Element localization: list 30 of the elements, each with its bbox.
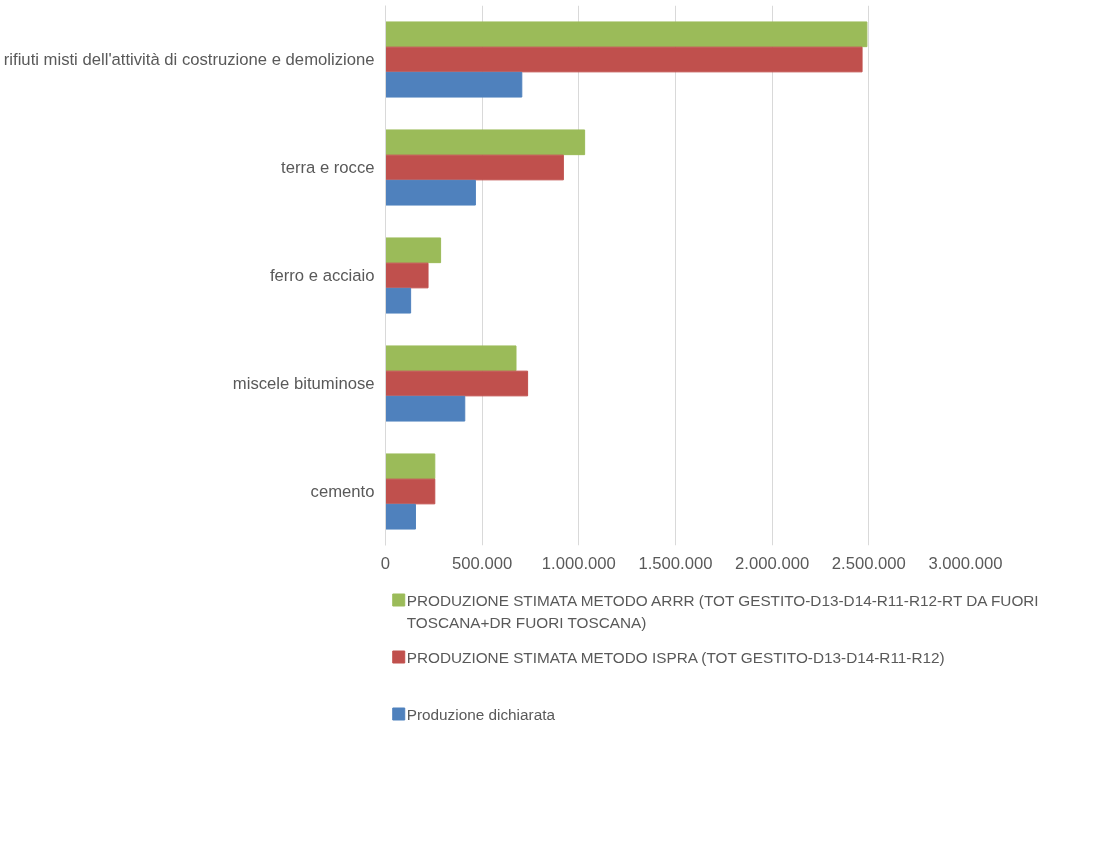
legend-label: Produzione dichiarata <box>406 706 556 724</box>
y-tick-label: miscele bituminose <box>232 374 375 393</box>
bar <box>385 287 412 314</box>
legend-label: PRODUZIONE STIMATA METODO ARRR (TOT GESTITO-D13-D14-R11-R12-RT DA FUORI TOSCANA+DR FUORI TOSCANA) <box>406 592 1039 632</box>
bar <box>385 262 429 289</box>
x-tick-label: 2.500.000 <box>831 553 906 573</box>
bar <box>385 370 529 397</box>
legend-label: PRODUZIONE STIMATA METODO ISPRA (TOT GESTITO-D13-D14-R11-R12) <box>406 649 945 667</box>
bar <box>385 478 436 505</box>
bar <box>385 503 416 530</box>
y-tick-label: rifiuti misti dell'attività di costruzione e demolizione <box>3 50 375 69</box>
x-tick-label: 1.000.000 <box>541 553 616 573</box>
y-tick-label: ferro e acciaio <box>269 266 375 285</box>
bar <box>385 129 586 156</box>
bar <box>385 179 476 206</box>
bar <box>385 345 517 372</box>
x-tick-label: 0 <box>380 553 391 573</box>
x-tick-label: 2.000.000 <box>735 553 810 573</box>
y-tick-label: terra e rocce <box>281 158 375 177</box>
bar <box>385 395 466 422</box>
bar <box>385 46 863 73</box>
x-tick-label: 1.500.000 <box>638 553 713 573</box>
bar <box>385 237 442 264</box>
bar <box>385 21 868 48</box>
x-tick-label: 500.000 <box>452 553 513 573</box>
bar <box>385 71 523 98</box>
bar <box>385 453 436 480</box>
x-tick-label: 3.000.000 <box>928 553 1003 573</box>
bar <box>385 154 564 181</box>
y-tick-label: cemento <box>310 482 375 501</box>
